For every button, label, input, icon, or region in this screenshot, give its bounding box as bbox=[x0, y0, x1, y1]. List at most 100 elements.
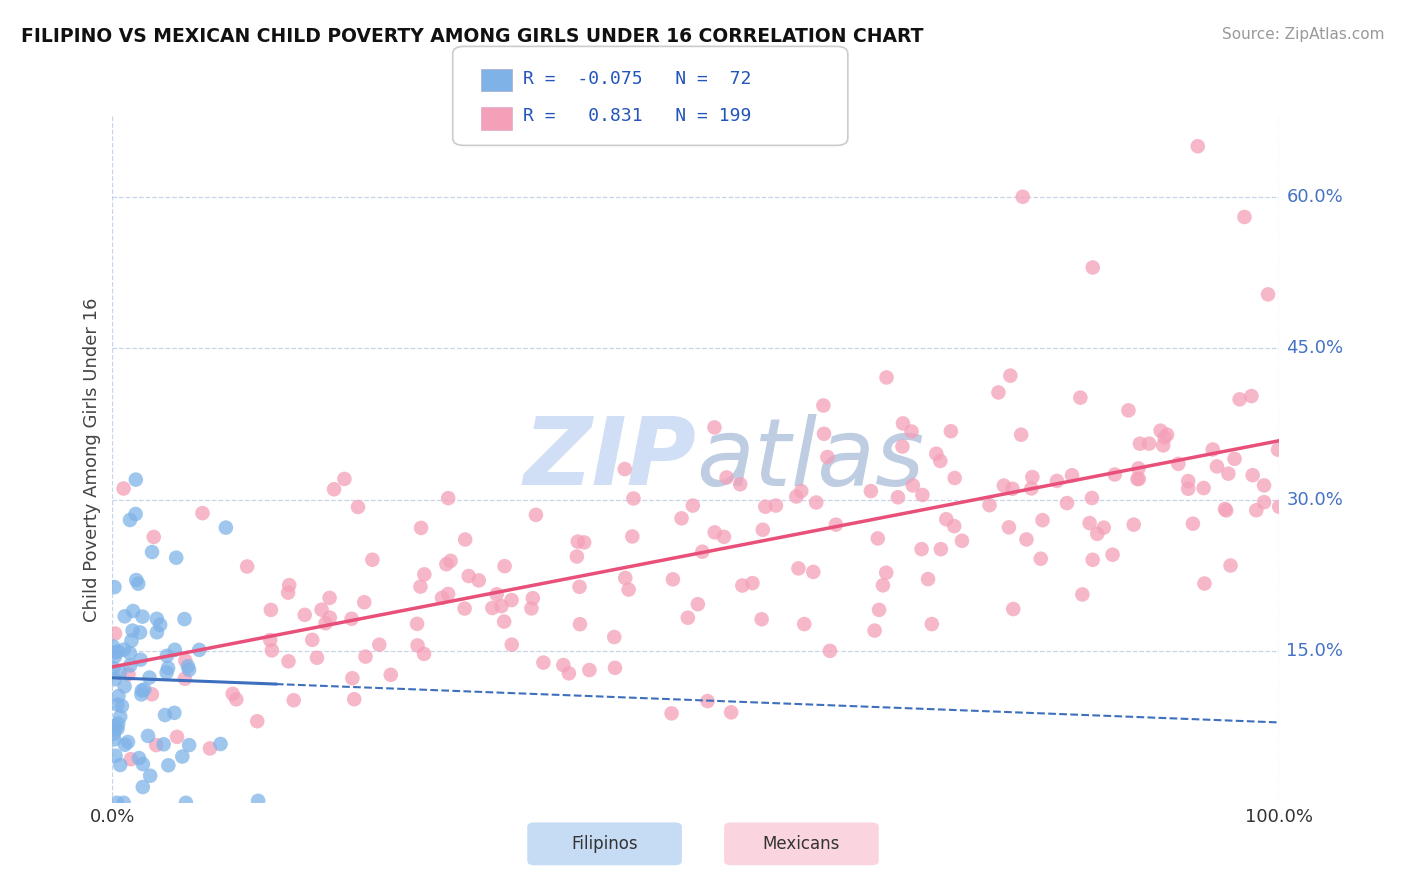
Point bbox=[294, 607, 316, 622]
Point bbox=[124, 507, 146, 521]
Point bbox=[1156, 427, 1178, 442]
Point bbox=[793, 617, 815, 632]
Text: Filipinos: Filipinos bbox=[571, 835, 638, 853]
Point bbox=[671, 511, 693, 525]
Point bbox=[434, 558, 457, 572]
Point bbox=[340, 612, 363, 626]
Point bbox=[621, 529, 644, 543]
Point bbox=[751, 612, 773, 626]
Point bbox=[132, 780, 155, 794]
Point bbox=[107, 689, 129, 703]
Point bbox=[198, 741, 221, 756]
Point bbox=[104, 673, 127, 687]
Point bbox=[494, 559, 516, 574]
Point bbox=[108, 758, 131, 772]
Point bbox=[132, 757, 155, 772]
Point bbox=[993, 478, 1015, 492]
Point bbox=[118, 513, 141, 527]
Point bbox=[453, 601, 475, 615]
Text: atlas: atlas bbox=[696, 414, 924, 505]
Point bbox=[246, 714, 269, 729]
Point bbox=[134, 682, 156, 697]
Point bbox=[1240, 389, 1263, 403]
Point bbox=[1021, 482, 1043, 496]
Point bbox=[1246, 503, 1268, 517]
Point bbox=[1029, 551, 1052, 566]
Point bbox=[457, 569, 479, 583]
Point bbox=[1078, 516, 1101, 530]
Point bbox=[1002, 602, 1025, 616]
Point bbox=[911, 488, 934, 502]
Point bbox=[863, 624, 886, 638]
Point bbox=[121, 624, 143, 638]
Point bbox=[409, 580, 432, 594]
Point bbox=[1118, 403, 1140, 417]
Point bbox=[179, 738, 201, 752]
Point bbox=[790, 484, 813, 499]
Point bbox=[112, 482, 135, 496]
Point bbox=[413, 647, 436, 661]
Point bbox=[1229, 392, 1251, 407]
Point bbox=[108, 665, 131, 680]
Point bbox=[347, 500, 370, 514]
Point bbox=[468, 574, 491, 588]
Point bbox=[104, 748, 127, 763]
Point bbox=[165, 550, 187, 565]
Point bbox=[157, 661, 180, 675]
Point bbox=[333, 472, 356, 486]
Point bbox=[939, 424, 962, 438]
Point bbox=[163, 706, 186, 720]
Point bbox=[166, 730, 188, 744]
Point bbox=[520, 601, 543, 615]
Point bbox=[311, 602, 333, 616]
Point bbox=[813, 426, 835, 441]
Point bbox=[494, 615, 516, 629]
Point bbox=[1046, 474, 1069, 488]
Point bbox=[1085, 526, 1108, 541]
Point bbox=[1081, 553, 1104, 567]
Point bbox=[343, 692, 366, 706]
Point bbox=[353, 595, 375, 609]
Point bbox=[866, 532, 889, 546]
Point bbox=[1257, 287, 1279, 301]
Point bbox=[1128, 472, 1150, 486]
Point bbox=[1213, 502, 1236, 516]
Point bbox=[131, 683, 153, 698]
Point bbox=[145, 738, 167, 752]
Text: 45.0%: 45.0% bbox=[1286, 339, 1344, 358]
Point bbox=[662, 572, 685, 586]
Point bbox=[1218, 467, 1240, 481]
Point bbox=[1181, 516, 1204, 531]
Point bbox=[129, 652, 152, 666]
Point bbox=[1092, 521, 1115, 535]
Point bbox=[131, 609, 153, 624]
Point bbox=[1219, 558, 1241, 573]
Point bbox=[380, 668, 402, 682]
Point bbox=[128, 751, 150, 765]
Point bbox=[283, 693, 305, 707]
Point bbox=[522, 591, 544, 606]
Point bbox=[568, 617, 591, 632]
Point bbox=[305, 650, 328, 665]
Point bbox=[117, 735, 139, 749]
Point bbox=[1267, 442, 1289, 457]
Point bbox=[157, 758, 180, 772]
Text: 30.0%: 30.0% bbox=[1286, 491, 1343, 508]
Point bbox=[1153, 430, 1175, 444]
Point bbox=[260, 643, 283, 657]
Point bbox=[1056, 496, 1078, 510]
Point bbox=[440, 554, 463, 568]
Point bbox=[1233, 210, 1256, 224]
Point bbox=[682, 499, 704, 513]
Point bbox=[891, 440, 914, 454]
Point bbox=[1060, 468, 1083, 483]
Point bbox=[1126, 472, 1149, 486]
Point bbox=[437, 491, 460, 505]
Point bbox=[1167, 457, 1189, 471]
Point bbox=[413, 567, 436, 582]
Point bbox=[917, 572, 939, 586]
Point bbox=[703, 420, 725, 434]
Point bbox=[104, 649, 127, 664]
Point bbox=[114, 680, 136, 694]
Point bbox=[259, 633, 281, 648]
